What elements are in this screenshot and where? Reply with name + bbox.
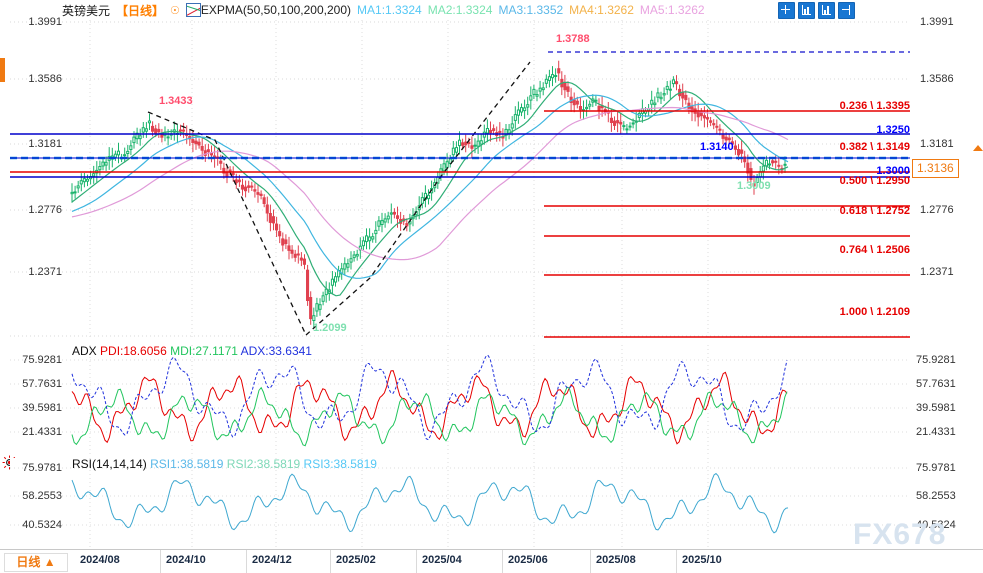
fib-label-0382: 0.382 \ 1.3149 bbox=[839, 141, 910, 153]
indicator-name[interactable]: EXPMA(50,50,100,200,200) bbox=[200, 3, 352, 17]
ma3-value: MA3:1.3352 bbox=[498, 3, 564, 17]
crosshair-icon[interactable]: ☉ bbox=[170, 4, 180, 17]
fib-label-0500: 0.500 \ 1.2950 bbox=[839, 175, 910, 187]
rsi-indicator-title[interactable]: RSI(14,14,14) RSI1:38.5819 RSI2:38.5819 … bbox=[72, 457, 377, 471]
ma2-value: MA2:1.3324 bbox=[427, 3, 493, 17]
rsi-axis-left-label-2: 40.5324 bbox=[22, 519, 62, 531]
blue-level-label-13140: 1.3140 bbox=[700, 141, 734, 153]
blue-level-label-13000: 1.3000 bbox=[876, 165, 910, 177]
time-tick-4: 2025/04 bbox=[422, 554, 462, 566]
ma1-value: MA1:1.3324 bbox=[357, 3, 422, 17]
adx-adx-value: ADX:33.6341 bbox=[240, 344, 312, 358]
price-axis-right-label-0: 1.3991 bbox=[920, 16, 954, 28]
price-axis-right-label-1: 1.3586 bbox=[920, 73, 954, 85]
fib-label-0764: 0.764 \ 1.2506 bbox=[839, 244, 910, 256]
rsi2-value: RSI2:38.5819 bbox=[226, 457, 301, 471]
price-axis-left-label-1: 1.3586 bbox=[28, 73, 62, 85]
rsi-axis-right-label-1: 58.2553 bbox=[916, 490, 956, 502]
adx-axis-right-label-0: 75.9281 bbox=[916, 354, 956, 366]
price-chart-pane[interactable] bbox=[10, 20, 910, 340]
price-axis-left-label-3: 1.2776 bbox=[28, 204, 62, 216]
swing-low-label-1: 1.2099 bbox=[313, 322, 347, 334]
time-tick-7: 2025/10 bbox=[682, 554, 722, 566]
price-axis-left-label-2: 1.3181 bbox=[28, 138, 62, 150]
fib-label-0618: 0.618 \ 1.2752 bbox=[839, 205, 910, 217]
swing-low-label-2: 1.3009 bbox=[737, 180, 771, 192]
price-axis-right-label-3: 1.2776 bbox=[920, 204, 954, 216]
ma5-value: MA5:1.3262 bbox=[639, 3, 705, 17]
price-axis-right-label-4: 1.2371 bbox=[920, 266, 954, 278]
adx-pdi-value: PDI:18.6056 bbox=[100, 344, 167, 358]
period-selector-button[interactable]: 日线 ▲ bbox=[4, 553, 68, 572]
rsi1-value: RSI1:38.5819 bbox=[150, 457, 224, 471]
fib-label-1000: 1.000 \ 1.2109 bbox=[839, 306, 910, 318]
adx-indicator-pane[interactable] bbox=[10, 345, 910, 455]
move-crosshair-icon[interactable] bbox=[778, 2, 795, 19]
adx-axis-left-label-1: 57.7631 bbox=[22, 378, 62, 390]
scale-chart-icon[interactable] bbox=[798, 2, 815, 19]
adx-axis-left-label-2: 39.5981 bbox=[22, 402, 62, 414]
time-tick-0: 2024/08 bbox=[80, 554, 120, 566]
price-chart-svg bbox=[10, 20, 910, 340]
blue-level-label-13250: 1.3250 bbox=[876, 124, 910, 136]
adx-mdi-value: MDI:27.1171 bbox=[170, 344, 238, 358]
adx-axis-left-label-3: 21.4331 bbox=[22, 426, 62, 438]
fib-label-0236: 0.236 \ 1.3395 bbox=[839, 100, 910, 112]
time-tick-2: 2024/12 bbox=[252, 554, 292, 566]
adx-indicator-title[interactable]: ADX PDI:18.6056 MDI:27.1171 ADX:33.6341 bbox=[72, 344, 312, 358]
adx-chart-svg bbox=[10, 345, 910, 455]
time-tick-1: 2024/10 bbox=[166, 554, 206, 566]
adx-title-label: ADX bbox=[72, 344, 97, 358]
period-label[interactable]: 【日线】 bbox=[116, 3, 165, 18]
rsi-title-label: RSI(14,14,14) bbox=[72, 457, 147, 471]
chart-header: 英镑美元 【日线】 ☉ EXPMA(50,50,100,200,200) MA1… bbox=[0, 0, 983, 20]
rsi-axis-left-label-1: 58.2553 bbox=[22, 490, 62, 502]
active-tool-marker[interactable] bbox=[0, 58, 5, 82]
swing-high-label-1: 1.3433 bbox=[159, 95, 193, 107]
adx-axis-right-label-1: 57.7631 bbox=[916, 378, 956, 390]
symbol-name[interactable]: 英镑美元 bbox=[62, 3, 111, 18]
rsi-axis-left-label-0: 75.9781 bbox=[22, 462, 62, 474]
adx-axis-left-label-0: 75.9281 bbox=[22, 354, 62, 366]
price-arrow-icon bbox=[973, 145, 983, 151]
price-axis-left-label-0: 1.3991 bbox=[28, 16, 62, 28]
fx678-watermark: FX678 bbox=[853, 518, 947, 551]
time-tick-3: 2025/02 bbox=[336, 554, 376, 566]
rsi3-value: RSI3:38.5819 bbox=[303, 457, 377, 471]
time-axis: 日线 ▲ 2024/08 2024/10 2024/12 2025/02 202… bbox=[0, 549, 983, 573]
price-axis-left-label-4: 1.2371 bbox=[28, 266, 62, 278]
fit-chart-icon[interactable] bbox=[818, 2, 835, 19]
rsi-axis-right-label-2: 40.5324 bbox=[916, 519, 956, 531]
time-tick-6: 2025/08 bbox=[596, 554, 636, 566]
chart-toolbar bbox=[778, 2, 855, 19]
rsi-indicator-pane[interactable] bbox=[10, 458, 910, 548]
ma4-value: MA4:1.3262 bbox=[569, 3, 634, 17]
adx-axis-right-label-2: 39.5981 bbox=[916, 402, 956, 414]
adx-axis-right-label-3: 21.4331 bbox=[916, 426, 956, 438]
expma-chart-icon[interactable] bbox=[185, 3, 201, 17]
left-tool-strip bbox=[0, 20, 10, 550]
price-axis-right-label-2: 1.3181 bbox=[920, 138, 954, 150]
rsi-axis-right-label-0: 75.9781 bbox=[916, 462, 956, 474]
rsi-chart-svg bbox=[10, 458, 910, 548]
current-price-tag[interactable]: 1.3136 bbox=[912, 159, 959, 178]
time-tick-5: 2025/06 bbox=[508, 554, 548, 566]
jump-latest-icon[interactable] bbox=[838, 2, 855, 19]
swing-high-label-2: 1.3788 bbox=[556, 33, 590, 45]
